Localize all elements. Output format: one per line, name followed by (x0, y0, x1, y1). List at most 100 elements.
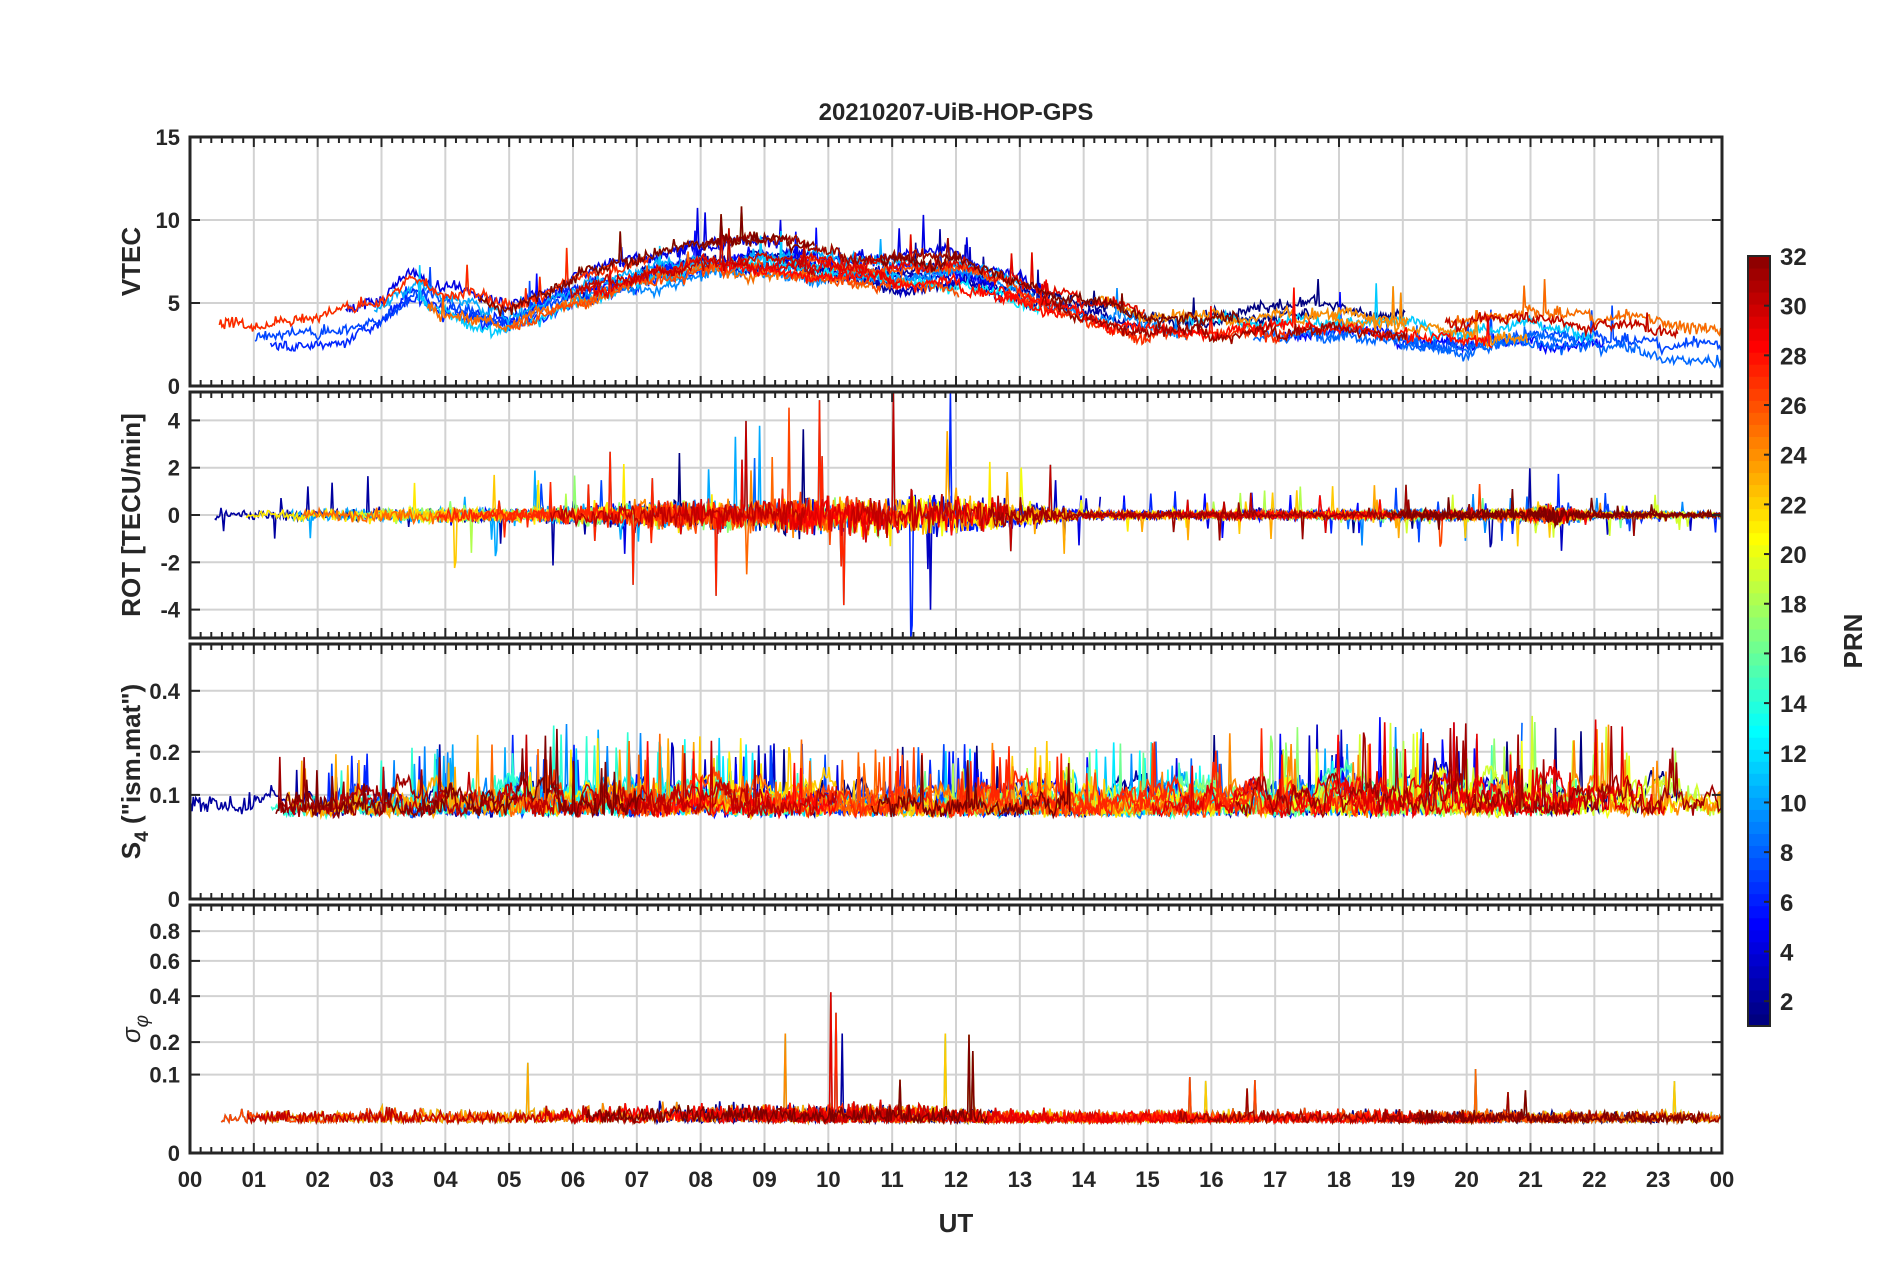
x-tick-label: 02 (305, 1167, 329, 1192)
y-axis-label-vtec: VTEC (116, 227, 146, 297)
colorbar-band (1748, 616, 1770, 630)
colorbar-band (1748, 580, 1770, 594)
y-tick-label: 0.2 (149, 1030, 180, 1055)
colorbar-band (1748, 761, 1770, 774)
colorbar-band (1748, 677, 1770, 690)
colorbar-band (1748, 364, 1770, 377)
y-tick-label: 0.6 (149, 949, 180, 974)
series-prn-6 (1327, 473, 1722, 535)
y-tick-label: 0.8 (149, 919, 180, 944)
colorbar-label: PRN (1838, 614, 1868, 669)
panel-rot: -4 -2 0 2 4 ROT [TECU/min] (116, 390, 1724, 640)
colorbar-band (1748, 316, 1770, 329)
colorbar-tick-label: 10 (1780, 790, 1807, 817)
y-tick-label: 0 (168, 1141, 180, 1166)
x-tick-label: 08 (688, 1167, 712, 1192)
y-tick-label: 0.4 (149, 984, 180, 1009)
y-tick-label: 15 (156, 125, 180, 150)
colorbar-band (1748, 845, 1770, 859)
y-tick-label: 0 (168, 503, 180, 528)
colorbar-band (1748, 857, 1770, 871)
colorbar-band (1748, 737, 1770, 750)
colorbar-tick-label: 28 (1780, 343, 1807, 370)
colorbar: 32 30 28 26 24 22 20 18 16 14 12 10 8 6 4 2 (1747, 244, 1807, 1027)
y-tick-label: 0.1 (149, 1063, 180, 1088)
colorbar-band (1748, 869, 1770, 883)
colorbar-band (1748, 797, 1770, 810)
x-tick-label: 23 (1646, 1167, 1670, 1192)
colorbar-band (1748, 544, 1770, 558)
traces-sigma_phi (220, 992, 1722, 1126)
series-prn-7 (678, 992, 1188, 1126)
colorbar-band (1748, 412, 1770, 425)
x-tick-label: 04 (433, 1167, 458, 1192)
colorbar-band (1748, 965, 1770, 979)
colorbar-band (1748, 472, 1770, 486)
series-prn-30 (1444, 310, 1679, 340)
colorbar-band (1748, 773, 1770, 786)
colorbar-band (1748, 665, 1770, 678)
colorbar-band (1748, 604, 1770, 618)
colorbar-tick-label: 2 (1780, 989, 1793, 1016)
y-tick-label: 10 (156, 208, 180, 233)
y-tick-label: -2 (160, 550, 180, 575)
x-axis: 00 01 02 03 04 05 06 07 08 09 10 11 12 13 14 15 16 17 18 19… (178, 1167, 1734, 1192)
x-tick-label: 22 (1582, 1167, 1606, 1192)
colorbar-band (1748, 520, 1770, 534)
series-prn-31 (1235, 723, 1722, 819)
series-prn-28 (622, 741, 838, 820)
colorbar-band (1748, 352, 1770, 365)
colorbar-band (1748, 484, 1770, 498)
series-prn-25 (1450, 279, 1722, 337)
colorbar-band (1748, 292, 1770, 305)
series-prn-31 (1040, 295, 1408, 345)
colorbar-band (1748, 689, 1770, 702)
colorbar-tick-label: 32 (1780, 244, 1807, 271)
y-tick-label: -4 (160, 598, 180, 623)
colorbar-band (1748, 953, 1770, 967)
y-tick-label: 4 (168, 408, 181, 433)
colorbar-tick-label: 14 (1780, 691, 1807, 718)
series-prn-29 (579, 252, 901, 299)
colorbar-band (1748, 424, 1770, 437)
y-axis-label-sigma_phi: σφ (116, 1015, 153, 1043)
colorbar-frame (1747, 255, 1771, 1027)
traces-vtec (218, 206, 1722, 370)
y-tick-label: 2 (168, 456, 180, 481)
colorbar-band (1748, 448, 1770, 462)
series-prn-30 (549, 420, 807, 531)
colorbar-band (1748, 881, 1770, 895)
series-prn-32 (477, 206, 815, 317)
panel-s4: 0 0.1 0.2 0.4S4 ("ism.mat") (116, 642, 1724, 912)
colorbar-band (1748, 977, 1770, 991)
x-tick-label: 12 (944, 1167, 968, 1192)
series-prn-32 (1413, 1090, 1702, 1126)
colorbar-band (1748, 400, 1770, 413)
colorbar-band (1748, 917, 1770, 931)
colorbar-band (1748, 496, 1770, 510)
traces-s4 (190, 715, 1722, 821)
series-prn-22 (373, 474, 608, 569)
x-tick-label: 05 (497, 1167, 521, 1192)
panel-vtec: 0 5 10 15 VTEC (116, 125, 1724, 399)
colorbar-band (1748, 989, 1770, 1003)
colorbar-band (1748, 833, 1770, 847)
panels-layer: 0 5 10 15 VTEC -4 -2 0 2 4 ROT [TECU/min] 0 0.1 0.2 0.… (116, 125, 1724, 1166)
colorbar-band (1748, 1013, 1770, 1027)
series-prn-32 (870, 755, 1071, 820)
series-prn-30 (763, 1103, 973, 1125)
colorbar-band (1748, 280, 1770, 293)
colorbar-band (1748, 725, 1770, 738)
colorbar-tick-label: 24 (1780, 443, 1807, 470)
colorbar-band (1748, 713, 1770, 726)
x-tick-label: 15 (1135, 1167, 1159, 1192)
colorbar-band (1748, 929, 1770, 943)
colorbar-band (1748, 376, 1770, 389)
x-tick-label: 00 (1710, 1167, 1734, 1192)
series-prn-28 (998, 279, 1493, 349)
series-prn-11 (1181, 283, 1595, 345)
colorbar-band (1748, 460, 1770, 474)
series-prn-24 (1328, 286, 1528, 349)
x-tick-label: 10 (816, 1167, 840, 1192)
